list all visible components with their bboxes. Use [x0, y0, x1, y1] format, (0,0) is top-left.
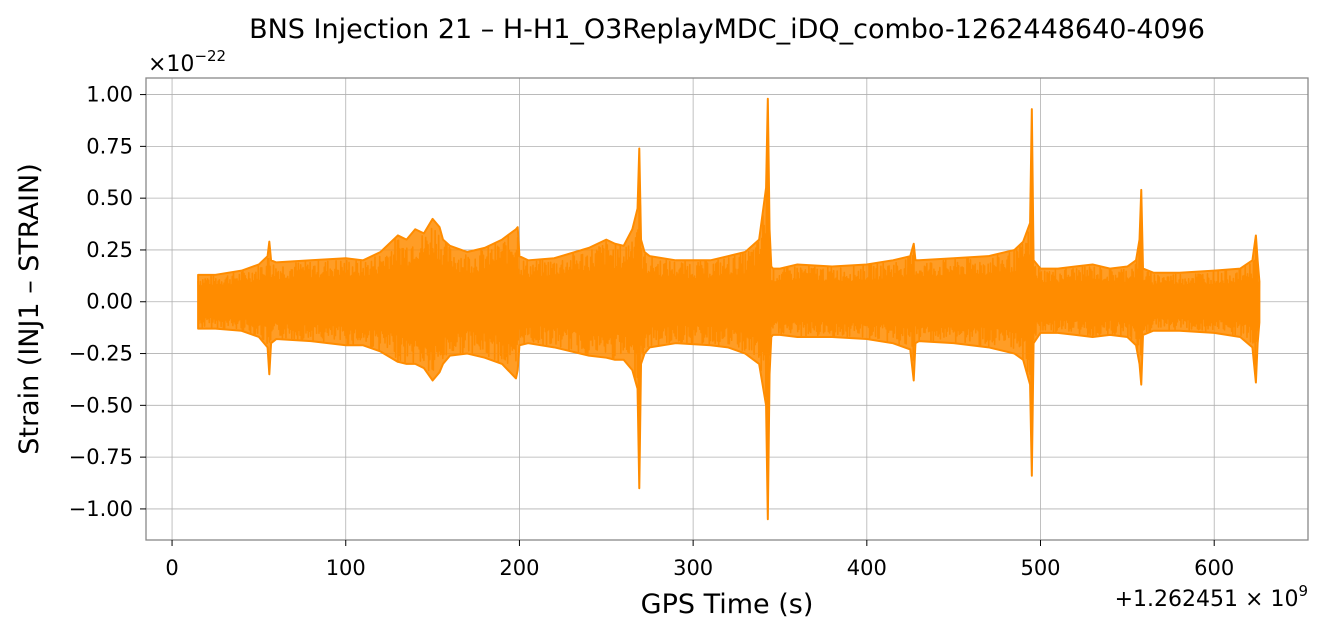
y-axis-multiplier-exponent: −22 — [194, 47, 226, 65]
x-axis-offset-exponent: 9 — [1298, 582, 1308, 600]
y-tick-label: −0.75 — [69, 445, 133, 469]
y-axis-label: Strain (INJ1 – STRAIN) — [14, 163, 45, 455]
x-axis-offset: +1.262451 × 109 — [1115, 582, 1308, 612]
y-tick-label: −0.25 — [69, 342, 133, 366]
y-tick-label: 0.50 — [86, 186, 133, 210]
y-tick-label: −0.50 — [69, 393, 133, 417]
x-tick-label: 200 — [499, 556, 539, 580]
axes-frame — [145, 77, 1309, 541]
chart-title: BNS Injection 21 – H-H1_O3ReplayMDC_iDQ_… — [249, 14, 1205, 45]
y-tick-label: 0.75 — [86, 134, 133, 158]
x-ticks-layer: 0 100 200 300 400 500 600 — [165, 540, 1234, 580]
x-axis-label: GPS Time (s) — [641, 589, 814, 620]
x-tick-label: 100 — [326, 556, 366, 580]
y-axis-multiplier: ×10−22 — [148, 47, 226, 77]
x-tick-label: 400 — [847, 556, 887, 580]
y-tick-label: 0.00 — [86, 290, 133, 314]
strain-series-envelope — [197, 97, 1261, 521]
plot-area — [197, 97, 1261, 521]
x-tick-label: 0 — [165, 556, 178, 580]
y-tick-label: −1.00 — [69, 497, 133, 521]
y-tick-label: 0.25 — [86, 238, 133, 262]
x-tick-label: 500 — [1020, 556, 1060, 580]
y-ticks-layer: 1.00 0.75 0.50 0.25 0.00 −0.25 −0.50 −0.75 −1.00 — [69, 83, 146, 521]
x-tick-label: 300 — [673, 556, 713, 580]
y-tick-label: 1.00 — [86, 83, 133, 107]
x-tick-label: 600 — [1194, 556, 1234, 580]
